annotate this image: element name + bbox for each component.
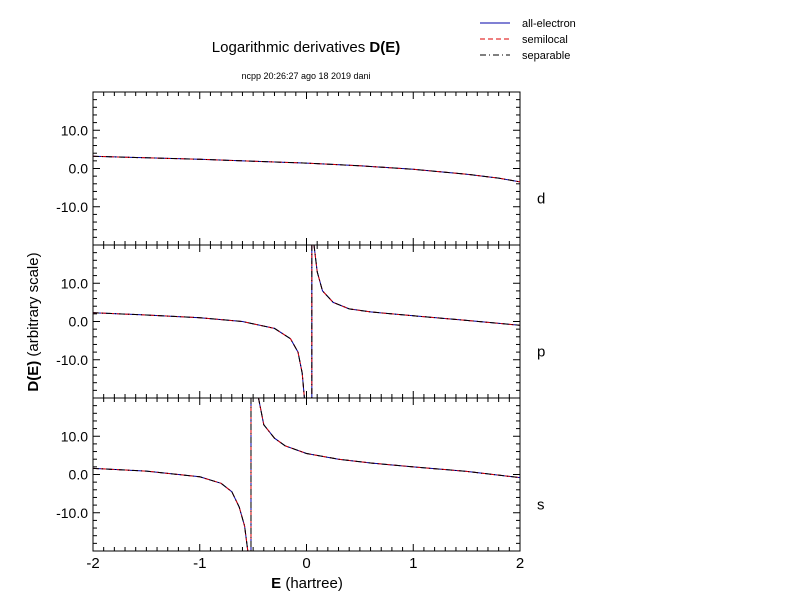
y-tick-label: 10.0 xyxy=(61,122,88,138)
y-tick-label: 0.0 xyxy=(69,314,89,330)
x-tick-label: 0 xyxy=(302,555,310,572)
panel-label: p xyxy=(537,344,545,361)
panel-curves xyxy=(93,245,520,398)
panel-frame xyxy=(92,397,521,552)
curve-separable xyxy=(93,312,305,398)
chart-subtitle: ncpp 20:26:27 ago 18 2019 dani xyxy=(241,71,370,81)
panel-label: s xyxy=(537,497,545,514)
plot-panels: 10.0 0.0 -10.0 d 10.0 0.0 -10.0 p 10.0 0.0 -10.0 s -… xyxy=(56,91,545,572)
legend-label: all-electron xyxy=(522,18,576,30)
curve-all-electron xyxy=(258,398,520,479)
y-tick-label: -10.0 xyxy=(56,199,88,215)
panel-p: 10.0 0.0 -10.0 p xyxy=(56,244,545,399)
curve-separable xyxy=(313,245,520,326)
y-axis-label: D(E) (arbitrary scale) xyxy=(25,252,42,391)
curve-semilocal xyxy=(93,155,520,183)
curve-all-electron xyxy=(313,245,520,326)
y-tick-label: 0.0 xyxy=(69,467,89,483)
x-tick-label: 1 xyxy=(409,555,417,572)
panel-d: 10.0 0.0 -10.0 d xyxy=(56,91,545,246)
x-tick-label: -1 xyxy=(193,555,206,572)
curve-separable xyxy=(93,467,249,551)
y-tick-label: -10.0 xyxy=(56,505,88,521)
y-tick-label: 10.0 xyxy=(61,275,88,291)
curve-all-electron xyxy=(93,312,305,398)
y-tick-label: 0.0 xyxy=(69,161,89,177)
x-tick-label: -2 xyxy=(86,555,99,572)
panel-frame xyxy=(92,244,521,399)
legend-label: semilocal xyxy=(522,34,568,46)
x-axis-label: E (hartree) xyxy=(271,575,343,592)
curve-semilocal xyxy=(258,398,520,479)
panel-curves xyxy=(93,155,520,183)
curve-all-electron xyxy=(93,467,249,551)
y-tick-label: 10.0 xyxy=(61,428,88,444)
curve-all-electron xyxy=(93,155,520,183)
legend-label: separable xyxy=(522,50,570,62)
curve-semilocal xyxy=(93,312,305,398)
x-tick-label: 2 xyxy=(516,555,524,572)
chart-title: Logarithmic derivatives D(E) xyxy=(212,39,400,56)
curve-separable xyxy=(93,155,520,183)
curve-separable xyxy=(258,398,520,479)
y-tick-label: -10.0 xyxy=(56,352,88,368)
curve-semilocal xyxy=(313,245,520,326)
legend: all-electron semilocal separable xyxy=(480,18,576,62)
panel-label: d xyxy=(537,191,545,208)
curve-semilocal xyxy=(93,467,249,551)
panel-curves xyxy=(93,398,520,551)
panel-s: 10.0 0.0 -10.0 s xyxy=(56,397,545,552)
panel-frame xyxy=(92,91,521,246)
